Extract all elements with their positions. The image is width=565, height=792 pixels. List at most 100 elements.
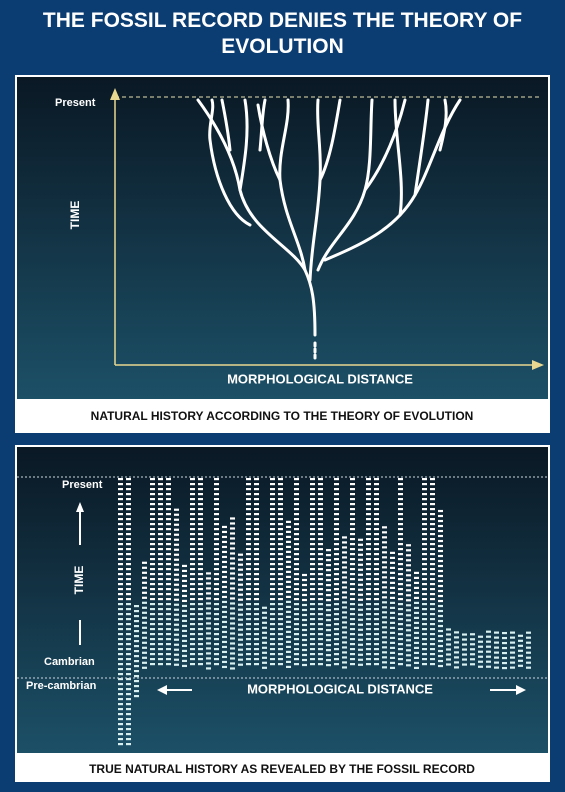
fossil-dash xyxy=(334,593,339,595)
fossil-dash xyxy=(278,623,283,625)
fossil-dash xyxy=(366,483,371,485)
fossil-dash xyxy=(342,641,347,643)
fossil-dash xyxy=(198,653,203,655)
fossil-dash xyxy=(302,579,307,581)
fossil-dash xyxy=(278,608,283,610)
fossil-dash xyxy=(286,641,291,643)
fossil-dash xyxy=(470,638,475,640)
fossil-dash xyxy=(422,588,427,590)
fossil-dash xyxy=(254,658,259,660)
fossil-dash xyxy=(366,493,371,495)
fossil-dash xyxy=(430,478,435,480)
fossil-dash xyxy=(238,584,243,586)
fossil-dash xyxy=(190,518,195,520)
fossil-dash xyxy=(198,568,203,570)
fossil-dash xyxy=(230,582,235,584)
fossil-dash xyxy=(254,478,259,480)
fossil-dash xyxy=(310,538,315,540)
fossil-dash xyxy=(342,536,347,538)
fossil-dash xyxy=(190,613,195,615)
fossil-dash xyxy=(246,558,251,560)
fossil-dash xyxy=(310,578,315,580)
fossil-dash xyxy=(126,693,131,695)
fossil-dash xyxy=(270,533,275,535)
fossil-dash xyxy=(214,588,219,590)
fossil-dash xyxy=(510,662,515,664)
fossil-dash xyxy=(150,553,155,555)
fossil-dash xyxy=(262,612,267,614)
fossil-dash xyxy=(278,658,283,660)
fossil-dash xyxy=(334,658,339,660)
fossil-dash xyxy=(246,653,251,655)
fossil-dash xyxy=(414,637,419,639)
fossil-dash xyxy=(246,588,251,590)
fossil-dash xyxy=(374,658,379,660)
fossil-dash xyxy=(118,503,123,505)
fossil-dash xyxy=(406,644,411,646)
fossil-dash xyxy=(398,658,403,660)
fossil-dash xyxy=(310,518,315,520)
fossil-dash xyxy=(350,538,355,540)
fossil-dash xyxy=(190,633,195,635)
fossil-dash xyxy=(438,540,443,542)
fossil-dash xyxy=(150,628,155,630)
fossil-dash xyxy=(254,508,259,510)
fossil-dash xyxy=(310,633,315,635)
fossil-dash xyxy=(158,573,163,575)
fossil-dash xyxy=(278,643,283,645)
fossil-dash xyxy=(254,633,259,635)
fossil-dash xyxy=(422,593,427,595)
fossil-dash xyxy=(526,667,531,669)
fossil-dash xyxy=(118,538,123,540)
fossil-dash xyxy=(158,613,163,615)
fossil-dash xyxy=(318,503,323,505)
fossil-dash xyxy=(414,657,419,659)
fossil-dash xyxy=(190,498,195,500)
fossil-dash xyxy=(462,638,467,640)
fossil-dash xyxy=(430,488,435,490)
fossil-dash xyxy=(198,658,203,660)
fossil-dash xyxy=(262,642,267,644)
fossil-dash xyxy=(422,543,427,545)
fossil-dash xyxy=(126,708,131,710)
fossil-dash xyxy=(190,538,195,540)
fossil-dash xyxy=(390,562,395,564)
fossil-dash xyxy=(190,483,195,485)
fossil-dash xyxy=(374,538,379,540)
fossil-dash xyxy=(374,578,379,580)
fossil-dash xyxy=(230,562,235,564)
fossil-dash xyxy=(150,638,155,640)
fossil-dash xyxy=(430,558,435,560)
fossil-dash xyxy=(350,508,355,510)
fossil-dash xyxy=(502,662,507,664)
fossil-dash xyxy=(166,503,171,505)
fossil-dash xyxy=(134,690,139,692)
fossil-dash xyxy=(214,508,219,510)
fossil-dash xyxy=(406,639,411,641)
fossil-dash xyxy=(382,631,387,633)
fossil-dash xyxy=(350,638,355,640)
fossil-dash xyxy=(246,568,251,570)
fossil-dash xyxy=(398,653,403,655)
fossil-dash xyxy=(342,651,347,653)
fossil-dash xyxy=(518,635,523,637)
fossil-dash xyxy=(230,657,235,659)
fossil-dash xyxy=(286,636,291,638)
fossil-dash xyxy=(142,637,147,639)
fossil-dash xyxy=(198,478,203,480)
fossil-dash xyxy=(270,488,275,490)
fossil-dash xyxy=(398,648,403,650)
fossil-dash xyxy=(198,558,203,560)
fossil-dash xyxy=(150,533,155,535)
fossil-dash xyxy=(366,658,371,660)
fossil-dash xyxy=(214,653,219,655)
fossil-dash xyxy=(366,528,371,530)
fossil-dash xyxy=(334,653,339,655)
fossil-dash xyxy=(158,503,163,505)
fossil-dash xyxy=(126,533,131,535)
fossil-dash xyxy=(422,643,427,645)
fossil-dash xyxy=(390,577,395,579)
fossil-dash xyxy=(310,563,315,565)
fossil-dash xyxy=(278,618,283,620)
fossil-dash xyxy=(334,618,339,620)
